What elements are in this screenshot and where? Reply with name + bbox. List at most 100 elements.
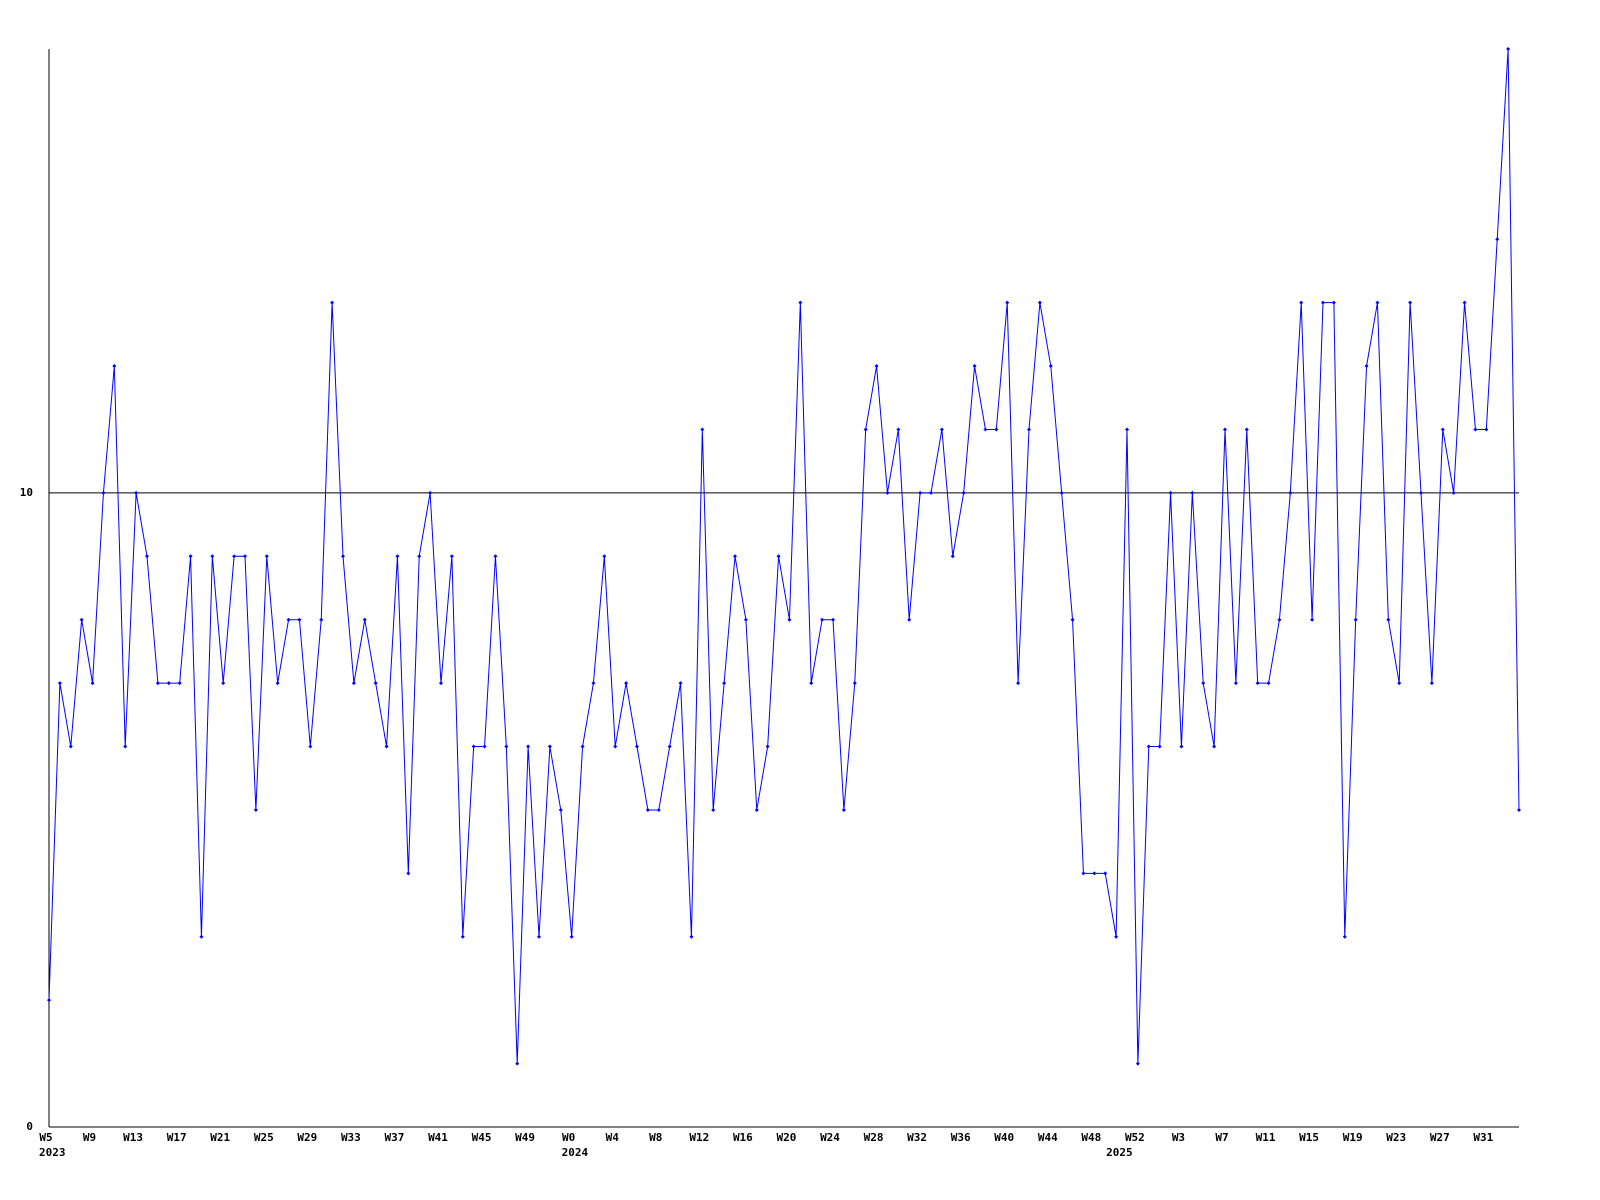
data-point [439,681,443,686]
data-point [1451,490,1456,495]
y-tick-label: 10 [20,486,33,499]
data-point [569,934,574,939]
data-point [635,744,639,749]
data-point [602,554,607,559]
data-point [341,554,345,559]
data-point [722,681,727,686]
data-point [918,490,923,495]
data-point [852,681,857,686]
data-point [79,617,84,622]
data-point [504,744,509,749]
data-point [733,554,737,559]
data-point [580,744,585,749]
x-tick-label: W21 [210,1131,230,1144]
x-tick-label: W24 [820,1131,840,1144]
x-tick-label: W48 [1081,1131,1101,1144]
data-point [1092,871,1097,876]
data-point [112,364,117,369]
data-point [1016,681,1021,686]
data-point [1266,681,1271,686]
data-point [362,617,367,622]
data-point [1299,300,1304,305]
data-point [1408,300,1413,305]
data-point [1027,427,1031,432]
data-point [678,681,683,686]
data-point [537,934,541,939]
data-point [667,744,672,749]
data-point [1157,744,1162,749]
x-tick-label: W11 [1256,1131,1276,1144]
data-point [1212,744,1217,749]
y-tick-label: 0 [26,1120,33,1133]
data-point [1103,871,1108,876]
data-point [1059,490,1064,495]
x-tick-label: W25 [254,1131,274,1144]
data-point [885,490,890,495]
data-point [711,807,716,812]
x-year-label: 2023 [39,1146,66,1159]
x-tick-label: W17 [167,1131,187,1144]
data-point [656,807,661,812]
data-point [428,490,433,495]
data-point [1473,427,1478,432]
data-point [558,807,563,812]
data-point [330,300,335,305]
data-point [526,744,531,749]
data-point [47,998,51,1003]
x-tick-label: W31 [1473,1131,1493,1144]
data-point [406,871,411,876]
data-point [1397,681,1402,686]
data-point [754,807,759,812]
data-point [939,427,944,432]
x-year-label: 2024 [562,1146,589,1159]
data-point [831,617,835,622]
data-point [90,681,95,686]
data-point [1484,427,1489,432]
data-point [210,554,215,559]
data-point [515,1061,520,1066]
x-tick-label: W32 [907,1131,927,1144]
data-point [787,617,792,622]
data-point [1233,681,1238,686]
data-point [1342,934,1347,939]
data-point [1495,237,1500,242]
data-point [1125,427,1129,432]
data-point [177,681,182,686]
data-point [1288,490,1293,495]
data-point [384,744,389,749]
data-point [1386,617,1391,622]
data-point [798,300,803,305]
x-tick-label: W8 [649,1131,662,1144]
x-tick-label: W33 [341,1131,361,1144]
x-tick-label: W40 [994,1131,1014,1144]
data-point [983,427,988,432]
data-point [1440,427,1445,432]
data-point [1223,427,1227,432]
data-point [482,744,487,749]
data-point [449,554,454,559]
x-tick-label: W20 [777,1131,797,1144]
data-point [1048,364,1053,369]
x-tick-label: W52 [1125,1131,1145,1144]
data-point [765,744,770,749]
data-point [700,427,705,432]
x-tick-label: W37 [385,1131,405,1144]
data-point [624,681,629,686]
data-point [1331,300,1336,305]
data-point [395,554,400,559]
data-point [166,681,171,686]
data-point [841,807,846,812]
data-point [101,490,106,495]
x-tick-label: W7 [1215,1131,1228,1144]
data-point [809,681,814,686]
x-tick-label: W9 [83,1131,96,1144]
data-point [613,744,618,749]
x-tick-label: W3 [1172,1131,1185,1144]
data-point [351,681,356,686]
data-line [48,48,1520,1064]
data-point [1201,681,1206,686]
data-point [776,554,781,559]
data-point [972,364,977,369]
x-tick-label: W29 [297,1131,317,1144]
